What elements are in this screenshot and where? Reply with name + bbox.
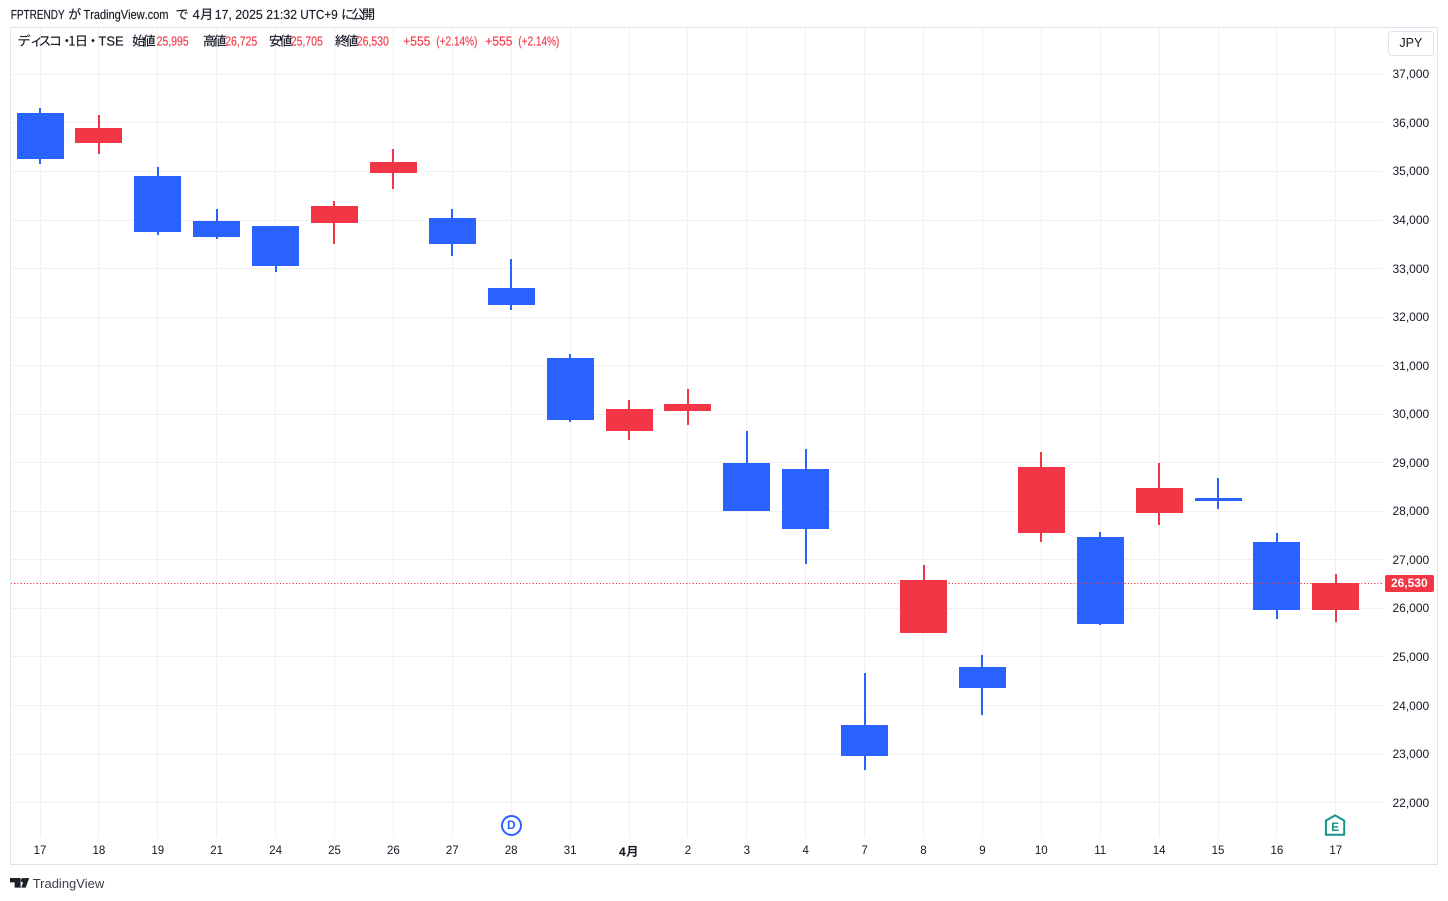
svg-text:E: E	[1332, 820, 1340, 834]
